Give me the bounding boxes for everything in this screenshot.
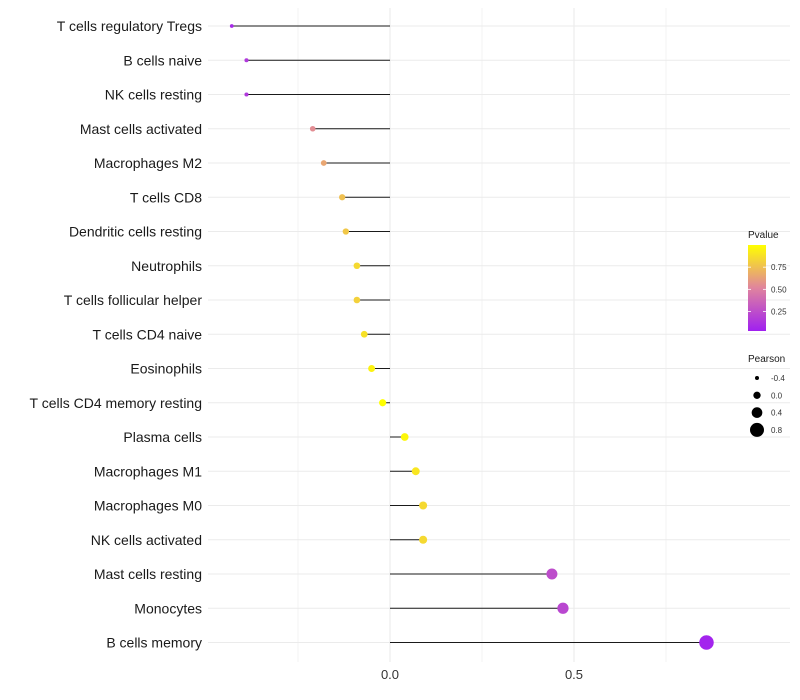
category-label: Mast cells resting bbox=[94, 566, 202, 582]
pearson-key-dot bbox=[753, 391, 761, 399]
category-label: Eosinophils bbox=[130, 361, 202, 377]
lollipop-point bbox=[400, 433, 409, 441]
pearson-key-label: 0.8 bbox=[771, 426, 783, 435]
pearson-legend-title: Pearson bbox=[748, 354, 785, 365]
category-label: B cells memory bbox=[106, 635, 202, 651]
lollipop-point bbox=[411, 467, 420, 476]
lollipop-point bbox=[320, 160, 327, 166]
category-label: Macrophages M0 bbox=[94, 498, 202, 514]
category-label: Neutrophils bbox=[131, 258, 202, 274]
category-label: T cells CD4 memory resting bbox=[30, 395, 202, 411]
pvalue-legend-ticks: 0.75 0.50 0.25 bbox=[748, 263, 787, 316]
pearson-key-label: 0.0 bbox=[771, 391, 783, 400]
category-label: NK cells activated bbox=[91, 532, 202, 548]
category-label: T cells CD4 naive bbox=[93, 326, 203, 342]
lollipop-point bbox=[368, 365, 376, 372]
lollipop-point bbox=[419, 501, 428, 510]
lollipop-point bbox=[699, 635, 714, 650]
category-label: T cells CD8 bbox=[130, 189, 202, 205]
lollipop-point bbox=[379, 399, 387, 407]
category-label: Monocytes bbox=[134, 600, 202, 616]
pearson-key-dot bbox=[751, 407, 763, 418]
category-label: Dendritic cells resting bbox=[69, 224, 202, 240]
x-axis-ticks: 0.0 0.5 bbox=[381, 667, 583, 682]
lollipop-point bbox=[339, 194, 346, 201]
category-label: B cells naive bbox=[123, 52, 202, 68]
pvalue-legend: Pvalue 0.75 0.50 0.25 bbox=[748, 230, 787, 331]
lollipop-point bbox=[353, 262, 361, 270]
category-label: Mast cells activated bbox=[80, 121, 202, 137]
category-label: NK cells resting bbox=[105, 87, 202, 103]
pvalue-legend-title: Pvalue bbox=[748, 230, 779, 241]
lollipop-point bbox=[244, 58, 249, 63]
lollipop-point bbox=[229, 24, 234, 28]
pvalue-colorbar bbox=[748, 245, 766, 331]
category-label: Macrophages M2 bbox=[94, 155, 202, 171]
x-tick-label: 0.0 bbox=[381, 667, 399, 682]
pearson-legend-keys: -0.4 0.0 0.4 0.8 bbox=[750, 374, 785, 437]
category-labels: T cells regulatory Tregs B cells naive NK … bbox=[30, 18, 203, 651]
category-label: T cells regulatory Tregs bbox=[57, 18, 202, 34]
pearson-legend: Pearson -0.4 0.0 0.4 0.8 bbox=[748, 354, 785, 437]
lollipop-point bbox=[546, 568, 558, 580]
lollipop-point bbox=[244, 92, 249, 97]
lollipop-point bbox=[309, 125, 316, 132]
lollipop-points bbox=[229, 24, 714, 650]
pearson-key-label: 0.4 bbox=[771, 409, 783, 418]
x-tick-label: 0.5 bbox=[565, 667, 583, 682]
pearson-key-dot bbox=[755, 376, 759, 380]
lollipop-point bbox=[557, 602, 569, 614]
category-label: T cells follicular helper bbox=[64, 292, 203, 308]
pvalue-tick-label: 0.75 bbox=[771, 263, 787, 272]
lollipop-point bbox=[342, 228, 350, 235]
lollipop-point bbox=[360, 330, 368, 338]
pvalue-tick-label: 0.25 bbox=[771, 307, 787, 316]
category-label: Macrophages M1 bbox=[94, 463, 202, 479]
pearson-key-label: -0.4 bbox=[771, 374, 785, 383]
pvalue-tick-label: 0.50 bbox=[771, 285, 787, 294]
lollipop-point bbox=[353, 296, 361, 304]
lollipop-segments bbox=[231, 25, 707, 643]
gridlines bbox=[208, 8, 790, 662]
pearson-key-dot bbox=[750, 422, 764, 437]
category-label: Plasma cells bbox=[123, 429, 202, 445]
lollipop-point bbox=[419, 535, 428, 544]
